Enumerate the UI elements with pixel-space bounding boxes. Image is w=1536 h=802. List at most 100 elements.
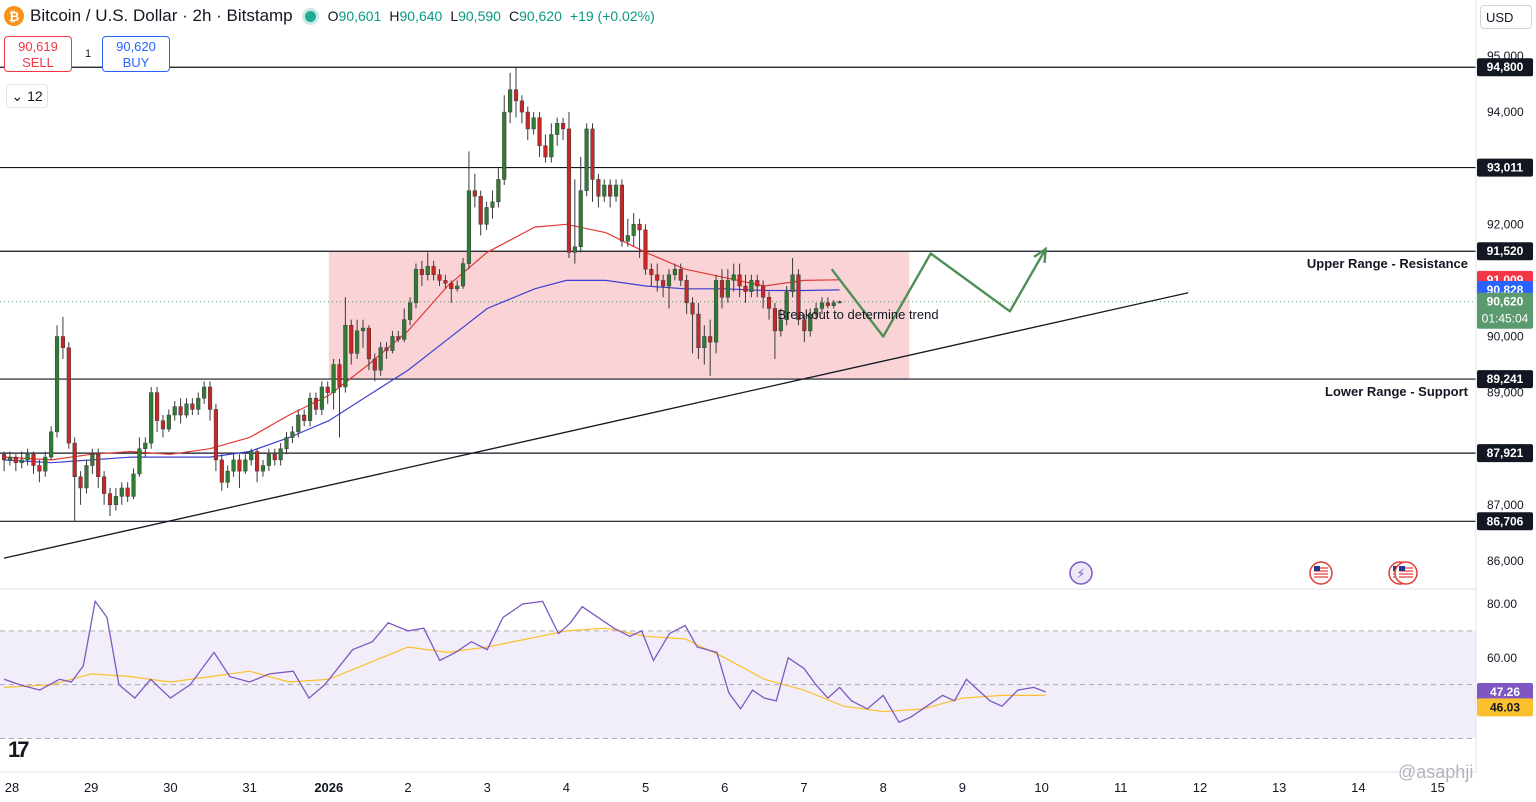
candle-body[interactable] — [508, 89, 513, 113]
candle-body[interactable] — [249, 451, 254, 461]
us-flag-event-icon[interactable] — [1394, 561, 1418, 585]
candle-body[interactable] — [831, 302, 836, 306]
candle-body[interactable] — [302, 414, 307, 421]
candle-body[interactable] — [225, 470, 230, 483]
candle-body[interactable] — [278, 448, 283, 461]
candle-body[interactable] — [790, 274, 795, 292]
candle-body[interactable] — [107, 493, 113, 506]
candle-body[interactable] — [60, 336, 65, 348]
candle-body[interactable] — [602, 184, 607, 197]
candle-body[interactable] — [643, 229, 648, 270]
candle-body[interactable] — [296, 414, 301, 433]
candle-body[interactable] — [543, 145, 548, 158]
candle-body[interactable] — [31, 454, 36, 466]
candle-body[interactable] — [378, 347, 383, 371]
candle-body[interactable] — [113, 496, 118, 506]
candle-body[interactable] — [778, 319, 783, 332]
candle-body[interactable] — [696, 313, 701, 348]
candle-body[interactable] — [266, 454, 271, 466]
candle-body[interactable] — [608, 184, 613, 197]
candle-body[interactable] — [661, 280, 666, 287]
candle-body[interactable] — [755, 280, 760, 287]
candle-body[interactable] — [331, 364, 336, 393]
candle-body[interactable] — [484, 207, 489, 225]
candle-body[interactable] — [702, 336, 707, 348]
candle-body[interactable] — [319, 386, 324, 410]
candle-body[interactable] — [555, 123, 560, 135]
candle-body[interactable] — [619, 184, 624, 242]
candle-body[interactable] — [207, 386, 213, 410]
candle-body[interactable] — [766, 296, 772, 309]
candle-body[interactable] — [402, 319, 407, 340]
candle-body[interactable] — [713, 280, 719, 343]
candle-body[interactable] — [172, 406, 177, 416]
candle-body[interactable] — [243, 459, 248, 472]
candle-body[interactable] — [749, 280, 754, 292]
candle-body[interactable] — [513, 89, 519, 102]
candle-body[interactable] — [437, 274, 442, 281]
candle-body[interactable] — [2, 454, 7, 461]
candle-body[interactable] — [531, 117, 536, 130]
candle-body[interactable] — [25, 454, 30, 461]
candle-body[interactable] — [690, 302, 695, 315]
candle-body[interactable] — [825, 302, 830, 306]
candle-body[interactable] — [449, 282, 454, 290]
projection-path[interactable] — [830, 248, 1047, 338]
candle-body[interactable] — [519, 100, 524, 113]
lightning-event-icon[interactable] — [1069, 561, 1093, 585]
candle-body[interactable] — [649, 268, 654, 276]
candle-body[interactable] — [578, 190, 583, 247]
candle-body[interactable] — [672, 268, 677, 276]
candle-body[interactable] — [343, 325, 348, 388]
candle-body[interactable] — [196, 397, 201, 410]
candle-body[interactable] — [731, 274, 736, 281]
candle-body[interactable] — [149, 392, 154, 444]
buy-button[interactable]: 90,620 BUY — [102, 36, 170, 72]
candle-body[interactable] — [290, 431, 295, 438]
collapse-indicators-button[interactable]: ⌄ 12 — [6, 84, 48, 108]
candle-body[interactable] — [490, 201, 495, 208]
candle-body[interactable] — [49, 431, 54, 458]
ascending-trendline[interactable] — [3, 292, 1189, 559]
candle-body[interactable] — [37, 465, 42, 472]
candle-body[interactable] — [631, 224, 636, 236]
candle-body[interactable] — [525, 111, 530, 130]
candle-body[interactable] — [719, 280, 725, 298]
candle-body[interactable] — [131, 473, 136, 497]
candle-body[interactable] — [154, 392, 160, 421]
candle-body[interactable] — [478, 196, 483, 225]
us-flag-event-icon[interactable] — [1309, 561, 1333, 585]
candle-body[interactable] — [237, 459, 242, 472]
candle-body[interactable] — [613, 184, 619, 197]
candle-body[interactable] — [566, 128, 572, 253]
candle-body[interactable] — [102, 476, 107, 494]
symbol-title[interactable]: Bitcoin / U.S. Dollar · 2h · Bitstamp — [30, 6, 293, 25]
candle-body[interactable] — [413, 268, 419, 304]
candle-body[interactable] — [178, 406, 183, 416]
candle-body[interactable] — [443, 280, 448, 284]
candle-body[interactable] — [819, 302, 825, 309]
candle-body[interactable] — [460, 263, 466, 287]
candle-body[interactable] — [725, 280, 730, 298]
candle-body[interactable] — [684, 280, 689, 304]
sell-button[interactable]: 90,619 SELL — [4, 36, 72, 72]
candle-body[interactable] — [431, 266, 436, 276]
candle-body[interactable] — [837, 301, 842, 304]
candle-body[interactable] — [284, 437, 289, 449]
tradingview-logo[interactable]: 17 — [8, 737, 30, 762]
candle-body[interactable] — [396, 336, 401, 340]
candle-body[interactable] — [737, 274, 742, 287]
candle-body[interactable] — [743, 285, 748, 292]
candle-body[interactable] — [637, 224, 642, 231]
candle-body[interactable] — [472, 190, 477, 197]
candle-body[interactable] — [184, 403, 189, 416]
currency-button[interactable]: USD — [1480, 5, 1532, 29]
candle-body[interactable] — [590, 128, 595, 180]
candle-body[interactable] — [260, 465, 266, 472]
candle-body[interactable] — [366, 327, 371, 360]
candle-body[interactable] — [572, 246, 577, 253]
candle-body[interactable] — [84, 465, 89, 489]
candle-body[interactable] — [325, 386, 330, 393]
candle-body[interactable] — [496, 179, 501, 203]
candle-body[interactable] — [355, 330, 360, 354]
